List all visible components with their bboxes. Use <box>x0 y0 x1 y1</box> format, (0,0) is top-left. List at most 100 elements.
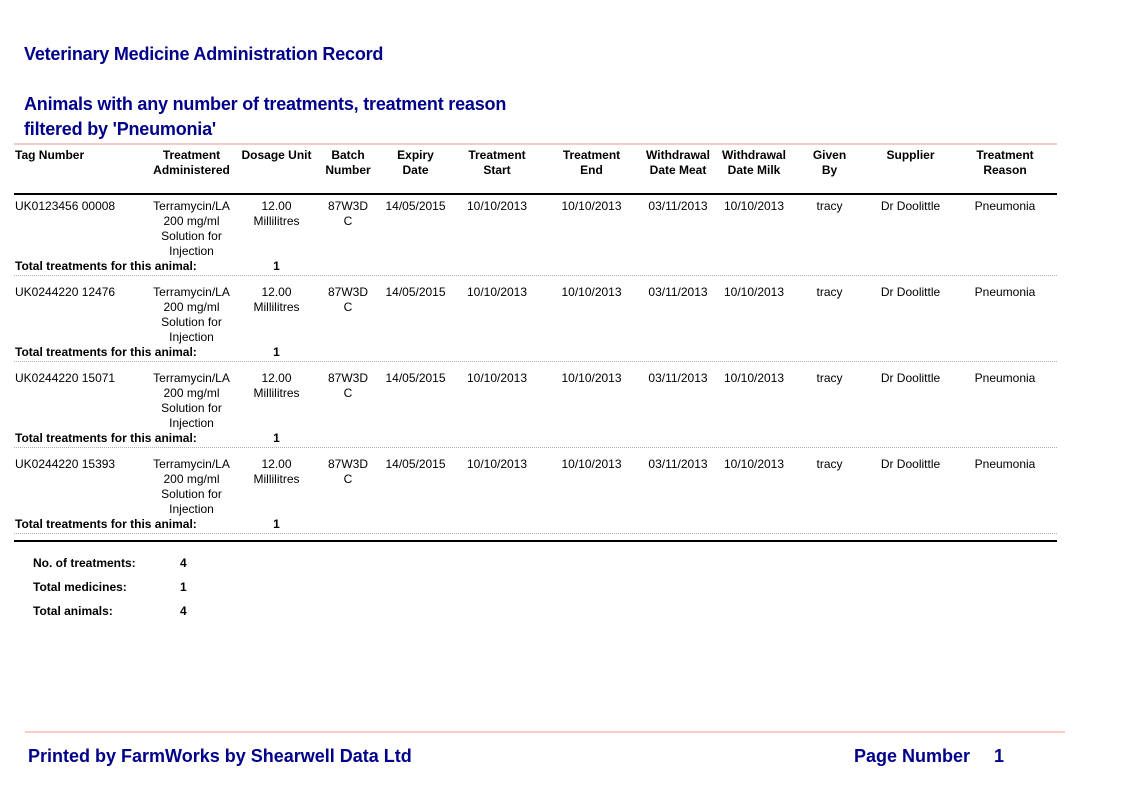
animal-total-row: Total treatments for this animal: 1 <box>14 345 1057 362</box>
cell-given-by: tracy <box>816 371 843 385</box>
cell-treatment-reason: Pneumonia <box>974 285 1036 299</box>
table-row: UK0244220 12476 Terramycin/LA 200 mg/ml … <box>14 281 1057 345</box>
summary-row: Total animals: 4 <box>33 599 1057 623</box>
column-header-expiry-date: Expiry Date <box>397 148 434 177</box>
cell-tag-number: UK0244220 12476 <box>15 285 116 299</box>
report-header: Veterinary Medicine Administration Recor… <box>24 17 506 167</box>
cell-withdrawal-date-milk: 10/10/2013 <box>723 457 785 471</box>
cell-tag-number: UK0123456 00008 <box>15 199 116 213</box>
cell-dosage-unit: 12.00 Millilitres <box>253 199 300 228</box>
cell-treatment-end: 10/10/2013 <box>561 285 622 299</box>
cell-treatment-reason: Pneumonia <box>974 199 1036 213</box>
animal-total-label: Total treatments for this animal: <box>15 517 197 531</box>
cell-given-by: tracy <box>816 199 843 213</box>
cell-supplier: Dr Doolittle <box>880 371 941 385</box>
column-header-supplier: Supplier <box>886 148 935 162</box>
animal-total-label: Total treatments for this animal: <box>15 259 197 273</box>
column-header-dosage-unit: Dosage Unit <box>241 148 312 162</box>
cell-dosage-unit: 12.00 Millilitres <box>253 457 300 486</box>
cell-treatment-end: 10/10/2013 <box>561 371 622 385</box>
cell-expiry-date: 14/05/2015 <box>385 285 446 299</box>
cell-given-by: tracy <box>816 457 843 471</box>
column-header-treatment-end: Treatment End <box>562 148 621 177</box>
animal-record: UK0244220 15071 Terramycin/LA 200 mg/ml … <box>14 367 1057 448</box>
animal-total-value: 1 <box>273 345 280 359</box>
report-title: Veterinary Medicine Administration Recor… <box>24 44 384 64</box>
table-row: UK0244220 15071 Terramycin/LA 200 mg/ml … <box>14 367 1057 431</box>
animal-total-value: 1 <box>273 431 280 445</box>
cell-withdrawal-date-meat: 03/11/2013 <box>648 285 708 299</box>
animal-record: UK0244220 15393 Terramycin/LA 200 mg/ml … <box>14 453 1057 534</box>
page-number: Page Number 1 <box>854 746 1062 767</box>
summary-value-no-of-treatments: 4 <box>180 556 187 570</box>
column-header-treatment-reason: Treatment Reason <box>976 148 1034 177</box>
cell-treatment-administered: Terramycin/LA 200 mg/ml Solution for Inj… <box>153 285 230 344</box>
report-subtitle: Animals with any number of treatments, t… <box>24 94 507 139</box>
column-header-given-by: Given By <box>812 148 847 177</box>
cell-treatment-end: 10/10/2013 <box>561 199 622 213</box>
cell-supplier: Dr Doolittle <box>880 285 941 299</box>
summary-row: Total medicines: 1 <box>33 575 1057 599</box>
cell-tag-number: UK0244220 15393 <box>15 457 116 471</box>
table-row: UK0123456 00008 Terramycin/LA 200 mg/ml … <box>14 195 1057 259</box>
animal-total-label: Total treatments for this animal: <box>15 431 197 445</box>
cell-withdrawal-date-milk: 10/10/2013 <box>723 285 785 299</box>
summary-label-total-animals: Total animals: <box>33 604 113 618</box>
cell-withdrawal-date-meat: 03/11/2013 <box>648 457 708 471</box>
animal-total-value: 1 <box>273 259 280 273</box>
page-number-label: Page Number <box>853 746 970 766</box>
cell-batch-number: 87W3D C <box>327 285 368 314</box>
cell-withdrawal-date-meat: 03/11/2013 <box>648 199 708 213</box>
summary-value-total-medicines: 1 <box>180 580 187 594</box>
cell-expiry-date: 14/05/2015 <box>385 371 446 385</box>
cell-given-by: tracy <box>816 285 843 299</box>
cell-expiry-date: 14/05/2015 <box>385 457 446 471</box>
cell-treatment-start: 10/10/2013 <box>466 199 528 213</box>
report-summary: No. of treatments: 4 Total medicines: 1 … <box>14 540 1057 623</box>
cell-treatment-administered: Terramycin/LA 200 mg/ml Solution for Inj… <box>153 199 230 258</box>
summary-label-total-medicines: Total medicines: <box>33 580 127 594</box>
column-header-withdrawal-date-meat: Withdrawal Date Meat <box>646 148 710 177</box>
column-header-treatment-start: Treatment Start <box>468 148 526 177</box>
cell-tag-number: UK0244220 15071 <box>15 371 116 385</box>
cell-supplier: Dr Doolittle <box>880 199 941 213</box>
summary-value-total-animals: 4 <box>180 604 187 618</box>
cell-withdrawal-date-meat: 03/11/2013 <box>648 371 708 385</box>
animal-total-row: Total treatments for this animal: 1 <box>14 517 1057 534</box>
column-header-tag-number: Tag Number <box>15 148 85 162</box>
cell-withdrawal-date-milk: 10/10/2013 <box>723 199 785 213</box>
cell-withdrawal-date-milk: 10/10/2013 <box>723 371 785 385</box>
cell-dosage-unit: 12.00 Millilitres <box>253 371 300 400</box>
treatment-table: Tag Number Treatment Administered Dosage… <box>14 143 1057 623</box>
cell-treatment-administered: Terramycin/LA 200 mg/ml Solution for Inj… <box>153 371 230 430</box>
animal-record: UK0123456 00008 Terramycin/LA 200 mg/ml … <box>14 195 1057 276</box>
cell-supplier: Dr Doolittle <box>880 457 941 471</box>
column-header-treatment-administered: Treatment Administered <box>153 148 230 177</box>
column-header-batch-number: Batch Number <box>325 148 371 177</box>
table-header-row: Tag Number Treatment Administered Dosage… <box>14 145 1057 195</box>
printed-by-text: Printed by FarmWorks by Shearwell Data L… <box>28 746 412 766</box>
animal-total-row: Total treatments for this animal: 1 <box>14 431 1057 448</box>
page-number-value: 1 <box>993 746 1004 766</box>
cell-batch-number: 87W3D C <box>327 457 368 486</box>
column-header-withdrawal-date-milk: Withdrawal Date Milk <box>722 148 786 177</box>
animal-total-value: 1 <box>273 517 280 531</box>
animal-total-label: Total treatments for this animal: <box>15 345 197 359</box>
cell-treatment-reason: Pneumonia <box>974 371 1036 385</box>
report-footer: Printed by FarmWorks by Shearwell Data L… <box>25 731 1065 767</box>
cell-batch-number: 87W3D C <box>327 371 368 400</box>
cell-treatment-administered: Terramycin/LA 200 mg/ml Solution for Inj… <box>153 457 230 516</box>
summary-row: No. of treatments: 4 <box>33 551 1057 575</box>
cell-treatment-start: 10/10/2013 <box>466 457 528 471</box>
table-row: UK0244220 15393 Terramycin/LA 200 mg/ml … <box>14 453 1057 517</box>
cell-treatment-start: 10/10/2013 <box>466 371 528 385</box>
cell-dosage-unit: 12.00 Millilitres <box>253 285 300 314</box>
cell-expiry-date: 14/05/2015 <box>385 199 446 213</box>
cell-treatment-reason: Pneumonia <box>974 457 1036 471</box>
summary-label-no-of-treatments: No. of treatments: <box>33 556 136 570</box>
cell-batch-number: 87W3D C <box>327 199 368 228</box>
animal-total-row: Total treatments for this animal: 1 <box>14 259 1057 276</box>
cell-treatment-start: 10/10/2013 <box>466 285 528 299</box>
cell-treatment-end: 10/10/2013 <box>561 457 622 471</box>
